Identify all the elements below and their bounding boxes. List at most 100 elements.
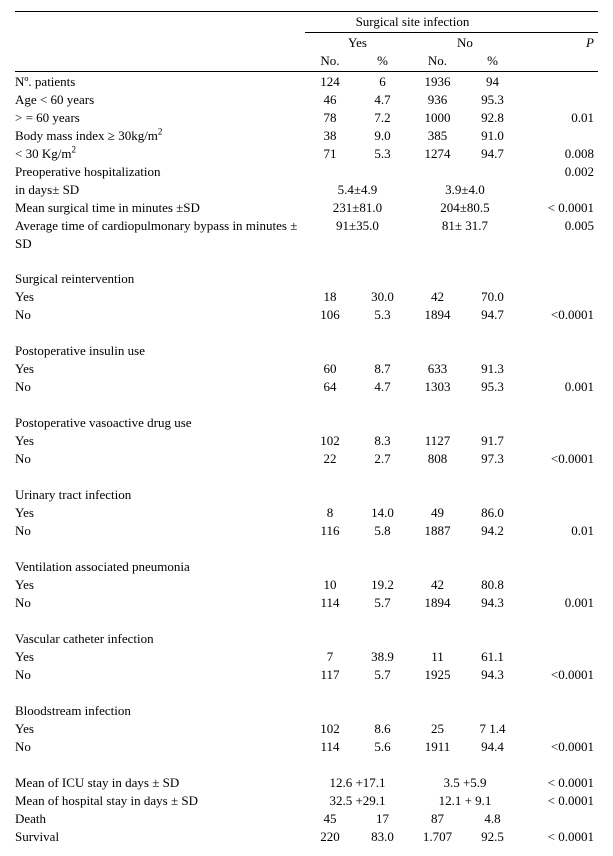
cell-pv: 0.002	[520, 163, 598, 181]
row-uti-yes: Yes 8 14.0 49 86.0	[15, 504, 598, 522]
cell-n1: 8	[305, 504, 355, 522]
cell-label: Mean of hospital stay in days ± SD	[15, 792, 305, 810]
cell-n2: 385	[410, 127, 465, 145]
row-age-lt60: Age < 60 years 46 4.7 936 95.3	[15, 91, 598, 109]
cell-wide2: 3.5 +5.9	[410, 774, 520, 792]
cell-n1: 10	[305, 576, 355, 594]
header-yes: Yes	[305, 34, 410, 52]
cell-label: Nº. patients	[15, 73, 305, 91]
cell-n2: 1936	[410, 73, 465, 91]
row-vci-no: No 117 5.7 1925 94.3 <0.0001	[15, 666, 598, 684]
cell-n2: 1127	[410, 432, 465, 450]
cell-pv: < 0.0001	[520, 792, 598, 810]
cell-label: Yes	[15, 504, 305, 522]
header-title: Surgical site infection	[305, 13, 520, 31]
cell-wide2: 12.1 + 9.1	[410, 792, 520, 810]
cell-p2: 80.8	[465, 576, 520, 594]
cell-p2: 92.8	[465, 109, 520, 127]
cell-p1: 83.0	[355, 828, 410, 846]
cell-p2: 94.3	[465, 594, 520, 612]
cell-label: Bloodstream infection	[15, 702, 305, 720]
row-vap-title: Ventilation associated pneumonia	[15, 558, 598, 576]
cell-n2: 1000	[410, 109, 465, 127]
header-no: No	[410, 34, 520, 52]
cell-n2: 1911	[410, 738, 465, 756]
cell-label: Age < 60 years	[15, 91, 305, 109]
cell-label: Mean of ICU stay in days ± SD	[15, 774, 305, 792]
cell-pv: <0.0001	[520, 738, 598, 756]
header-pct2: %	[465, 52, 520, 70]
row-uti-title: Urinary tract infection	[15, 486, 598, 504]
cell-wide2: 204±80.5	[410, 199, 520, 217]
row-cpb: Average time of cardiopulmonary bypass i…	[15, 217, 598, 252]
cell-p2: 94.2	[465, 522, 520, 540]
row-death: Death 45 17 87 4.8	[15, 810, 598, 828]
cell-n1: 114	[305, 594, 355, 612]
cell-label: Urinary tract infection	[15, 486, 305, 504]
spacer	[15, 396, 598, 414]
cell-label: No	[15, 378, 305, 396]
cell-p1: 8.7	[355, 360, 410, 378]
row-insulin-yes: Yes 60 8.7 633 91.3	[15, 360, 598, 378]
row-vasoactive-title: Postoperative vasoactive drug use	[15, 414, 598, 432]
row-insulin-no: No 64 4.7 1303 95.3 0.001	[15, 378, 598, 396]
cell-n2: 11	[410, 648, 465, 666]
cell-n2: 42	[410, 288, 465, 306]
cell-p1: 6	[355, 73, 410, 91]
cell-n2: 42	[410, 576, 465, 594]
cell-p1: 5.8	[355, 522, 410, 540]
cell-label: No	[15, 306, 305, 324]
cell-n1: 71	[305, 145, 355, 163]
cell-pv: 0.01	[520, 522, 598, 540]
cell-p1: 4.7	[355, 378, 410, 396]
cell-p2: 94.7	[465, 306, 520, 324]
cell-pv: <0.0001	[520, 450, 598, 468]
row-reintervention-no: No 106 5.3 1894 94.7 <0.0001	[15, 306, 598, 324]
cell-n2: 1887	[410, 522, 465, 540]
cell-p1: 5.3	[355, 145, 410, 163]
cell-n1: 78	[305, 109, 355, 127]
cell-p2: 94	[465, 73, 520, 91]
cell-n2: 1274	[410, 145, 465, 163]
row-vap-no: No 114 5.7 1894 94.3 0.001	[15, 594, 598, 612]
cell-n2: 49	[410, 504, 465, 522]
cell-n2: 936	[410, 91, 465, 109]
cell-p1: 5.3	[355, 306, 410, 324]
row-survival: Survival 220 83.0 1.707 92.5 < 0.0001	[15, 828, 598, 846]
cell-label: in days± SD	[15, 181, 305, 199]
cell-n2: 1303	[410, 378, 465, 396]
cell-n2: 1894	[410, 594, 465, 612]
row-hosp: Mean of hospital stay in days ± SD 32.5 …	[15, 792, 598, 810]
cell-n1: 220	[305, 828, 355, 846]
spacer	[15, 540, 598, 558]
cell-label: Yes	[15, 720, 305, 738]
cell-pv: < 0.0001	[520, 828, 598, 846]
cell-label: Yes	[15, 576, 305, 594]
cell-pv: <0.0001	[520, 306, 598, 324]
cell-p2: 91.0	[465, 127, 520, 145]
rule-top	[15, 11, 598, 12]
cell-p1: 19.2	[355, 576, 410, 594]
cell-p2: 94.7	[465, 145, 520, 163]
cell-p2: 94.3	[465, 666, 520, 684]
cell-label: No	[15, 522, 305, 540]
cell-wide1: 32.5 +29.1	[305, 792, 410, 810]
cell-label: No	[15, 594, 305, 612]
cell-label: Yes	[15, 648, 305, 666]
cell-n2: 87	[410, 810, 465, 828]
cell-pv: 0.001	[520, 594, 598, 612]
cell-p2: 91.7	[465, 432, 520, 450]
cell-wide2: 3.9±4.0	[410, 181, 520, 199]
header-no1: No.	[305, 52, 355, 70]
cell-n1: 7	[305, 648, 355, 666]
row-vci-title: Vascular catheter infection	[15, 630, 598, 648]
cell-label: Postoperative vasoactive drug use	[15, 414, 305, 432]
cell-p2: 92.5	[465, 828, 520, 846]
cell-pv: 0.001	[520, 378, 598, 396]
spacer	[15, 252, 598, 270]
cell-p1: 9.0	[355, 127, 410, 145]
row-npatients: Nº. patients 124 6 1936 94	[15, 73, 598, 91]
cell-label: No	[15, 666, 305, 684]
cell-label: Preoperative hospitalization	[15, 163, 305, 181]
row-uti-no: No 116 5.8 1887 94.2 0.01	[15, 522, 598, 540]
